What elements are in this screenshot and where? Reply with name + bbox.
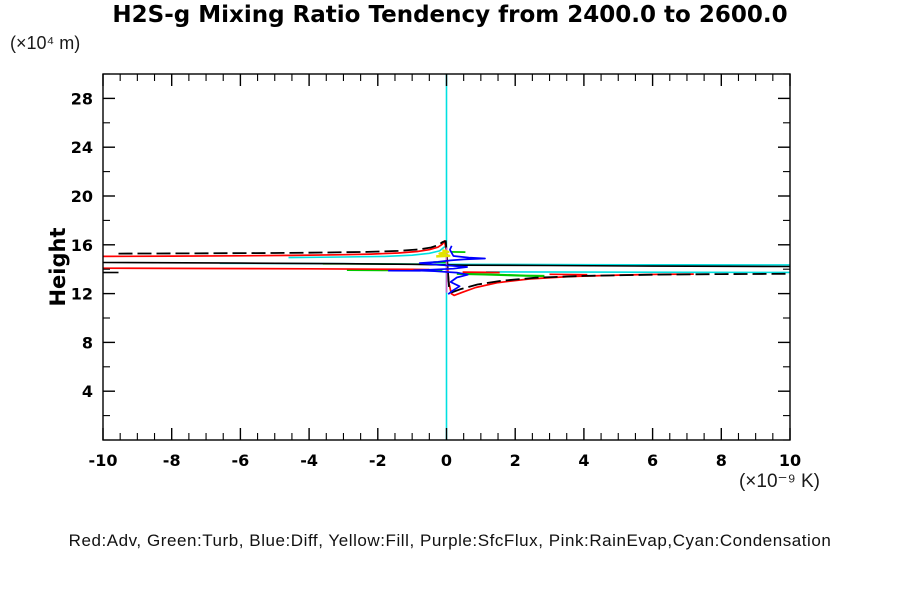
y-tick-label: 28: [71, 89, 93, 108]
series-condensation-lower-right: [485, 271, 791, 274]
y-tick-label: 12: [71, 285, 93, 304]
x-tick-label: 10: [779, 451, 801, 470]
x-tick-label: 8: [716, 451, 727, 470]
x-tick-label: -8: [163, 451, 181, 470]
y-tick-label: 24: [71, 138, 93, 157]
y-tick-label: 16: [71, 236, 93, 255]
y-tick-label: 20: [71, 187, 93, 206]
y-tick-label: 8: [82, 333, 93, 352]
x-tick-label: 2: [510, 451, 521, 470]
series-total-black-dashed: [118, 240, 791, 294]
x-tick-label: 6: [647, 451, 658, 470]
series-turb-seg-right: [456, 272, 545, 278]
x-axis-unit-label: (×10⁻⁹ K): [738, 471, 820, 492]
x-tick-label: -4: [300, 451, 318, 470]
x-tick-label: -2: [369, 451, 387, 470]
y-axis-unit-label: (×10⁴ m): [10, 33, 81, 53]
x-tick-label: -10: [89, 451, 118, 470]
legend-text: Red:Adv, Green:Turb, Blue:Diff, Yellow:F…: [68, 531, 832, 550]
series-adv-red-mid: [102, 267, 430, 271]
series-condensation-bump: [288, 245, 446, 259]
series-diff-blue-zigzag: [413, 245, 486, 295]
y-tick-label: 4: [82, 382, 93, 401]
x-tick-label: -6: [232, 451, 250, 470]
x-tick-label: 0: [441, 451, 452, 470]
x-tick-label: 4: [578, 451, 589, 470]
series-fill-yellow: [436, 249, 451, 258]
chart-title: H2S-g Mixing Ratio Tendency from 2400.0 …: [112, 2, 788, 28]
